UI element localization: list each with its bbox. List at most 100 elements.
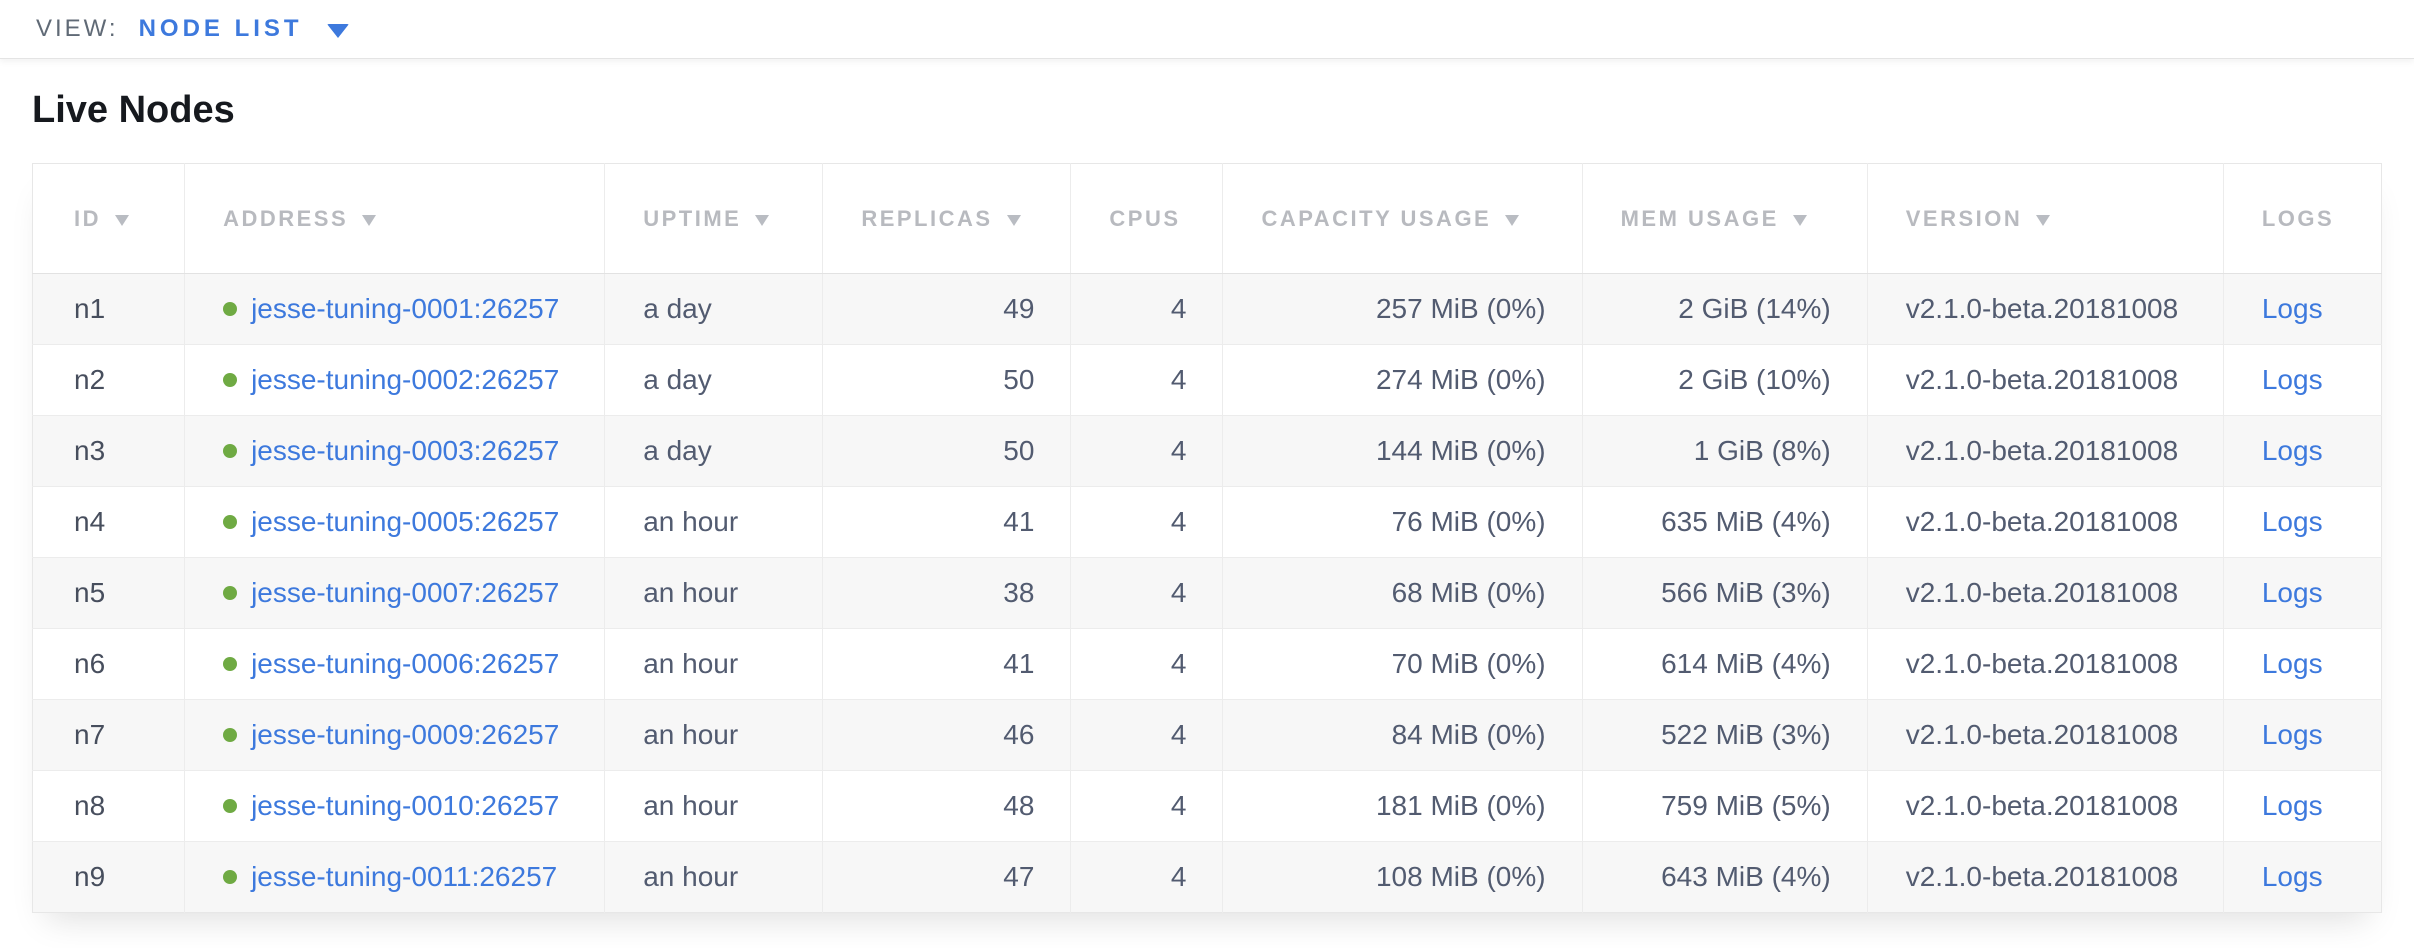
node-address-link[interactable]: jesse-tuning-0010:26257 [251, 790, 560, 821]
logs-cell: Logs [2222, 770, 2382, 842]
uptime-cell: a day [604, 273, 823, 345]
logs-link[interactable]: Logs [2261, 506, 2323, 537]
version-cell: v2.1.0-beta.20181008 [1866, 557, 2224, 629]
node-address-cell: jesse-tuning-0003:26257 [184, 415, 605, 487]
column-header-capacity-usage[interactable]: CAPACITY USAGE [1222, 163, 1583, 274]
table-row: n4 jesse-tuning-0005:26257 an hour 41 4 … [32, 486, 2382, 558]
node-live-dot-icon [223, 586, 238, 600]
replicas-cell: 46 [822, 699, 1071, 771]
column-header-address[interactable]: ADDRESS [184, 163, 605, 274]
replicas-cell: 50 [822, 415, 1071, 487]
node-live-dot-icon [223, 444, 238, 458]
logs-link[interactable]: Logs [2261, 577, 2323, 608]
node-live-dot-icon [223, 799, 238, 813]
capacity-usage-cell: 108 MiB (0%) [1222, 841, 1583, 913]
capacity-usage-cell: 274 MiB (0%) [1222, 344, 1583, 416]
version-cell: v2.1.0-beta.20181008 [1866, 628, 2224, 700]
page-title: Live Nodes [32, 89, 235, 131]
node-id-cell: n5 [32, 557, 185, 629]
replicas-cell: 48 [822, 770, 1071, 842]
node-id-cell: n7 [32, 699, 185, 771]
node-address-link[interactable]: jesse-tuning-0009:26257 [251, 719, 560, 750]
cpus-cell: 4 [1070, 557, 1223, 629]
node-address-link[interactable]: jesse-tuning-0006:26257 [251, 648, 560, 679]
uptime-cell: a day [604, 415, 823, 487]
replicas-cell: 41 [822, 628, 1071, 700]
column-header-version[interactable]: VERSION [1866, 163, 2224, 274]
view-label: VIEW: [36, 15, 119, 42]
node-id-cell: n8 [32, 770, 185, 842]
logs-link[interactable]: Logs [2261, 719, 2323, 750]
cpus-cell: 4 [1070, 770, 1223, 842]
replicas-cell: 47 [822, 841, 1071, 913]
column-header-id[interactable]: ID [32, 163, 185, 274]
mem-usage-cell: 635 MiB (4%) [1581, 486, 1868, 558]
node-address-cell: jesse-tuning-0001:26257 [184, 273, 605, 345]
sort-desc-icon [1792, 214, 1807, 226]
node-address-link[interactable]: jesse-tuning-0005:26257 [251, 506, 560, 537]
node-address-cell: jesse-tuning-0006:26257 [184, 628, 605, 700]
logs-cell: Logs [2222, 557, 2382, 629]
table-row: n3 jesse-tuning-0003:26257 a day 50 4 14… [32, 415, 2382, 487]
table-row: n8 jesse-tuning-0010:26257 an hour 48 4 … [32, 770, 2382, 842]
node-address-link[interactable]: jesse-tuning-0011:26257 [251, 861, 558, 892]
logs-cell: Logs [2222, 486, 2382, 558]
table-row: n6 jesse-tuning-0006:26257 an hour 41 4 … [32, 628, 2382, 700]
sort-desc-icon [1505, 214, 1520, 226]
view-selector-dropdown[interactable]: NODE LIST [139, 15, 349, 43]
version-cell: v2.1.0-beta.20181008 [1866, 486, 2224, 558]
mem-usage-cell: 2 GiB (10%) [1581, 344, 1868, 416]
cpus-cell: 4 [1070, 841, 1223, 913]
column-header-uptime[interactable]: UPTIME [604, 163, 823, 274]
logs-cell: Logs [2222, 699, 2382, 771]
capacity-usage-cell: 76 MiB (0%) [1222, 486, 1583, 558]
node-address-link[interactable]: jesse-tuning-0007:26257 [251, 577, 560, 608]
sort-desc-icon [755, 214, 770, 226]
logs-link[interactable]: Logs [2261, 648, 2323, 679]
live-nodes-table: ID ADDRESS UPTIME REPLICAS CPUS CAPACITY… [32, 163, 2382, 913]
column-header-replicas[interactable]: REPLICAS [822, 163, 1071, 274]
sort-desc-icon [1006, 214, 1021, 226]
logs-link[interactable]: Logs [2261, 293, 2323, 324]
table-row: n2 jesse-tuning-0002:26257 a day 50 4 27… [32, 344, 2382, 416]
node-live-dot-icon [223, 373, 238, 387]
node-id-cell: n4 [32, 486, 185, 558]
chevron-down-icon [326, 23, 349, 38]
node-address-cell: jesse-tuning-0007:26257 [184, 557, 605, 629]
table-row: n1 jesse-tuning-0001:26257 a day 49 4 25… [32, 273, 2382, 345]
column-header-mem-usage[interactable]: MEM USAGE [1581, 163, 1868, 274]
node-address-cell: jesse-tuning-0009:26257 [184, 699, 605, 771]
view-selected-value: NODE LIST [138, 15, 303, 42]
logs-link[interactable]: Logs [2261, 435, 2323, 466]
logs-link[interactable]: Logs [2261, 364, 2323, 395]
replicas-cell: 41 [822, 486, 1071, 558]
uptime-cell: an hour [604, 486, 823, 558]
table-row: n7 jesse-tuning-0009:26257 an hour 46 4 … [32, 699, 2382, 771]
column-header-logs: LOGS [2222, 163, 2382, 274]
cpus-cell: 4 [1070, 344, 1223, 416]
table-row: n5 jesse-tuning-0007:26257 an hour 38 4 … [32, 557, 2382, 629]
node-id-cell: n3 [32, 415, 185, 487]
capacity-usage-cell: 70 MiB (0%) [1222, 628, 1583, 700]
version-cell: v2.1.0-beta.20181008 [1866, 344, 2224, 416]
table-row: n9 jesse-tuning-0011:26257 an hour 47 4 … [32, 841, 2382, 913]
cpus-cell: 4 [1070, 628, 1223, 700]
uptime-cell: an hour [604, 770, 823, 842]
cpus-cell: 4 [1070, 273, 1223, 345]
mem-usage-cell: 1 GiB (8%) [1581, 415, 1868, 487]
node-address-link[interactable]: jesse-tuning-0003:26257 [251, 435, 560, 466]
view-bar: VIEW: NODE LIST [0, 0, 2414, 59]
node-address-cell: jesse-tuning-0005:26257 [184, 486, 605, 558]
capacity-usage-cell: 257 MiB (0%) [1222, 273, 1583, 345]
logs-cell: Logs [2222, 841, 2382, 913]
sort-desc-icon [115, 214, 129, 226]
logs-cell: Logs [2222, 344, 2382, 416]
logs-link[interactable]: Logs [2261, 861, 2323, 892]
capacity-usage-cell: 84 MiB (0%) [1222, 699, 1583, 771]
node-address-link[interactable]: jesse-tuning-0001:26257 [251, 293, 560, 324]
mem-usage-cell: 614 MiB (4%) [1581, 628, 1868, 700]
uptime-cell: a day [604, 344, 823, 416]
version-cell: v2.1.0-beta.20181008 [1866, 770, 2224, 842]
logs-link[interactable]: Logs [2261, 790, 2323, 821]
node-address-link[interactable]: jesse-tuning-0002:26257 [251, 364, 560, 395]
